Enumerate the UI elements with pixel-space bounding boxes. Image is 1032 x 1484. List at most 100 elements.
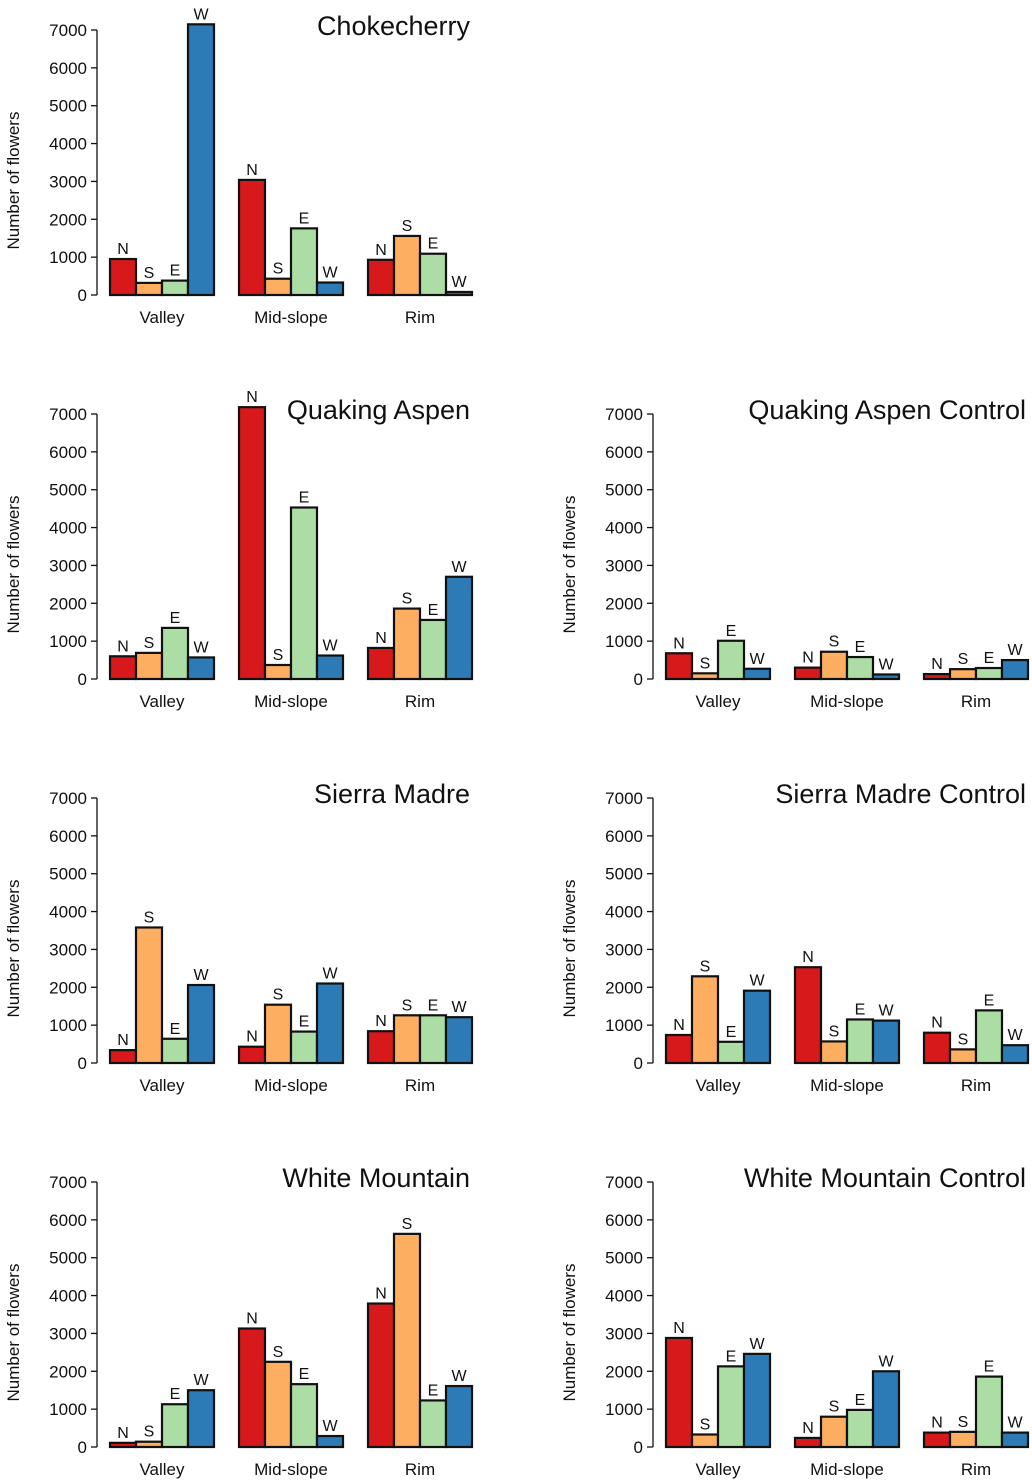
bar	[664, 1336, 694, 1449]
bar-label: N	[117, 638, 129, 655]
bar-label: S	[402, 997, 413, 1014]
y-tick-label: 6000	[49, 827, 87, 846]
bar	[742, 667, 772, 681]
y-tick-label: 6000	[49, 59, 87, 78]
bar-label: S	[144, 265, 155, 282]
bar	[186, 23, 216, 297]
bar	[237, 1327, 267, 1449]
y-tick-label: 1000	[49, 248, 87, 267]
y-axis-label: Number of flowers	[560, 1264, 579, 1402]
bar	[237, 406, 267, 681]
y-tick-label: 4000	[605, 519, 643, 538]
bar	[871, 673, 901, 681]
bar-label: W	[193, 639, 209, 656]
y-axis-label: Number of flowers	[560, 496, 579, 634]
bar-label: S	[144, 1424, 155, 1441]
x-category-label: Mid-slope	[254, 308, 328, 327]
y-tick-label: 3000	[49, 172, 87, 191]
y-tick-label: 3000	[49, 556, 87, 575]
y-tick-label: 1000	[49, 632, 87, 651]
y-tick-label: 1000	[49, 1400, 87, 1419]
bar-label: W	[749, 1336, 765, 1353]
bar-label: E	[170, 1386, 181, 1403]
y-tick-label: 4000	[49, 903, 87, 922]
bar-label: E	[299, 210, 310, 227]
bar	[1000, 1431, 1030, 1449]
bar-label: N	[246, 1029, 258, 1046]
bar-label: S	[273, 1344, 284, 1361]
y-tick-label: 4000	[49, 135, 87, 154]
y-axis-label: Number of flowers	[4, 112, 23, 250]
chart-title: White Mountain Control	[744, 1163, 1026, 1193]
y-tick-label: 3000	[605, 556, 643, 575]
bar	[664, 652, 694, 681]
y-tick-label: 0	[78, 670, 87, 689]
y-tick-label: 6000	[605, 443, 643, 462]
bar-label: S	[402, 591, 413, 608]
bar	[160, 279, 190, 297]
y-axis-label: Number of flowers	[4, 496, 23, 634]
bar-label: S	[958, 1414, 969, 1431]
x-category-label: Rim	[405, 308, 435, 327]
bar	[237, 178, 267, 297]
y-tick-label: 7000	[49, 1173, 87, 1192]
chart-title: White Mountain	[282, 1163, 470, 1193]
bar	[444, 1384, 474, 1449]
bar	[263, 1003, 293, 1065]
bar	[974, 1009, 1004, 1065]
x-category-label: Valley	[695, 1076, 741, 1095]
chart-panel: 0 1000 2000 3000 4000 5000 6000 7000 Number of f…	[4, 779, 474, 1095]
y-tick-label: 5000	[605, 1249, 643, 1268]
bar-label: S	[273, 261, 284, 278]
chart-title: Sierra Madre Control	[775, 779, 1026, 809]
bar-label: N	[802, 1420, 814, 1437]
y-tick-label: 5000	[49, 865, 87, 884]
y-tick-label: 0	[78, 1438, 87, 1457]
bar-label: E	[428, 997, 439, 1014]
bar-label: S	[958, 1031, 969, 1048]
y-tick-label: 6000	[605, 827, 643, 846]
bar	[237, 1045, 267, 1065]
bar	[315, 982, 345, 1065]
bar	[819, 650, 849, 681]
chart-panel: 0 1000 2000 3000 4000 5000 6000 7000 Number of f…	[560, 395, 1030, 711]
bar-label: E	[299, 1014, 310, 1031]
x-category-label: Rim	[961, 1460, 991, 1479]
bar	[819, 1415, 849, 1449]
y-tick-label: 4000	[49, 1287, 87, 1306]
bar	[793, 1436, 823, 1449]
bar	[690, 672, 720, 681]
bar	[948, 1430, 978, 1449]
bar-label: W	[451, 999, 467, 1016]
bar	[366, 646, 396, 681]
bar	[289, 1383, 319, 1449]
bar-label: N	[673, 635, 685, 652]
y-tick-label: 5000	[49, 481, 87, 500]
bar-label: W	[322, 265, 338, 282]
bar	[690, 1433, 720, 1449]
y-tick-label: 7000	[49, 789, 87, 808]
bar	[819, 1040, 849, 1065]
bar	[134, 281, 164, 297]
bar-label: E	[984, 992, 995, 1009]
bar	[186, 983, 216, 1065]
bar	[134, 926, 164, 1065]
bar-label: W	[878, 656, 894, 673]
bar	[1000, 1044, 1030, 1065]
y-axis-label: Number of flowers	[4, 880, 23, 1018]
bar-label: N	[117, 241, 129, 258]
bar	[974, 666, 1004, 681]
x-category-label: Valley	[695, 692, 741, 711]
y-tick-label: 6000	[49, 1211, 87, 1230]
y-tick-label: 2000	[49, 594, 87, 613]
x-category-label: Mid-slope	[810, 1076, 884, 1095]
y-tick-label: 3000	[605, 1324, 643, 1343]
chart-panel: 0 1000 2000 3000 4000 5000 6000 7000 Number of f…	[4, 389, 474, 711]
bar-label: E	[170, 263, 181, 280]
bar	[108, 655, 138, 681]
bar-label: N	[802, 949, 814, 966]
bar	[742, 1352, 772, 1449]
bar	[664, 1033, 694, 1065]
y-tick-label: 0	[634, 1438, 643, 1457]
y-tick-label: 5000	[49, 97, 87, 116]
